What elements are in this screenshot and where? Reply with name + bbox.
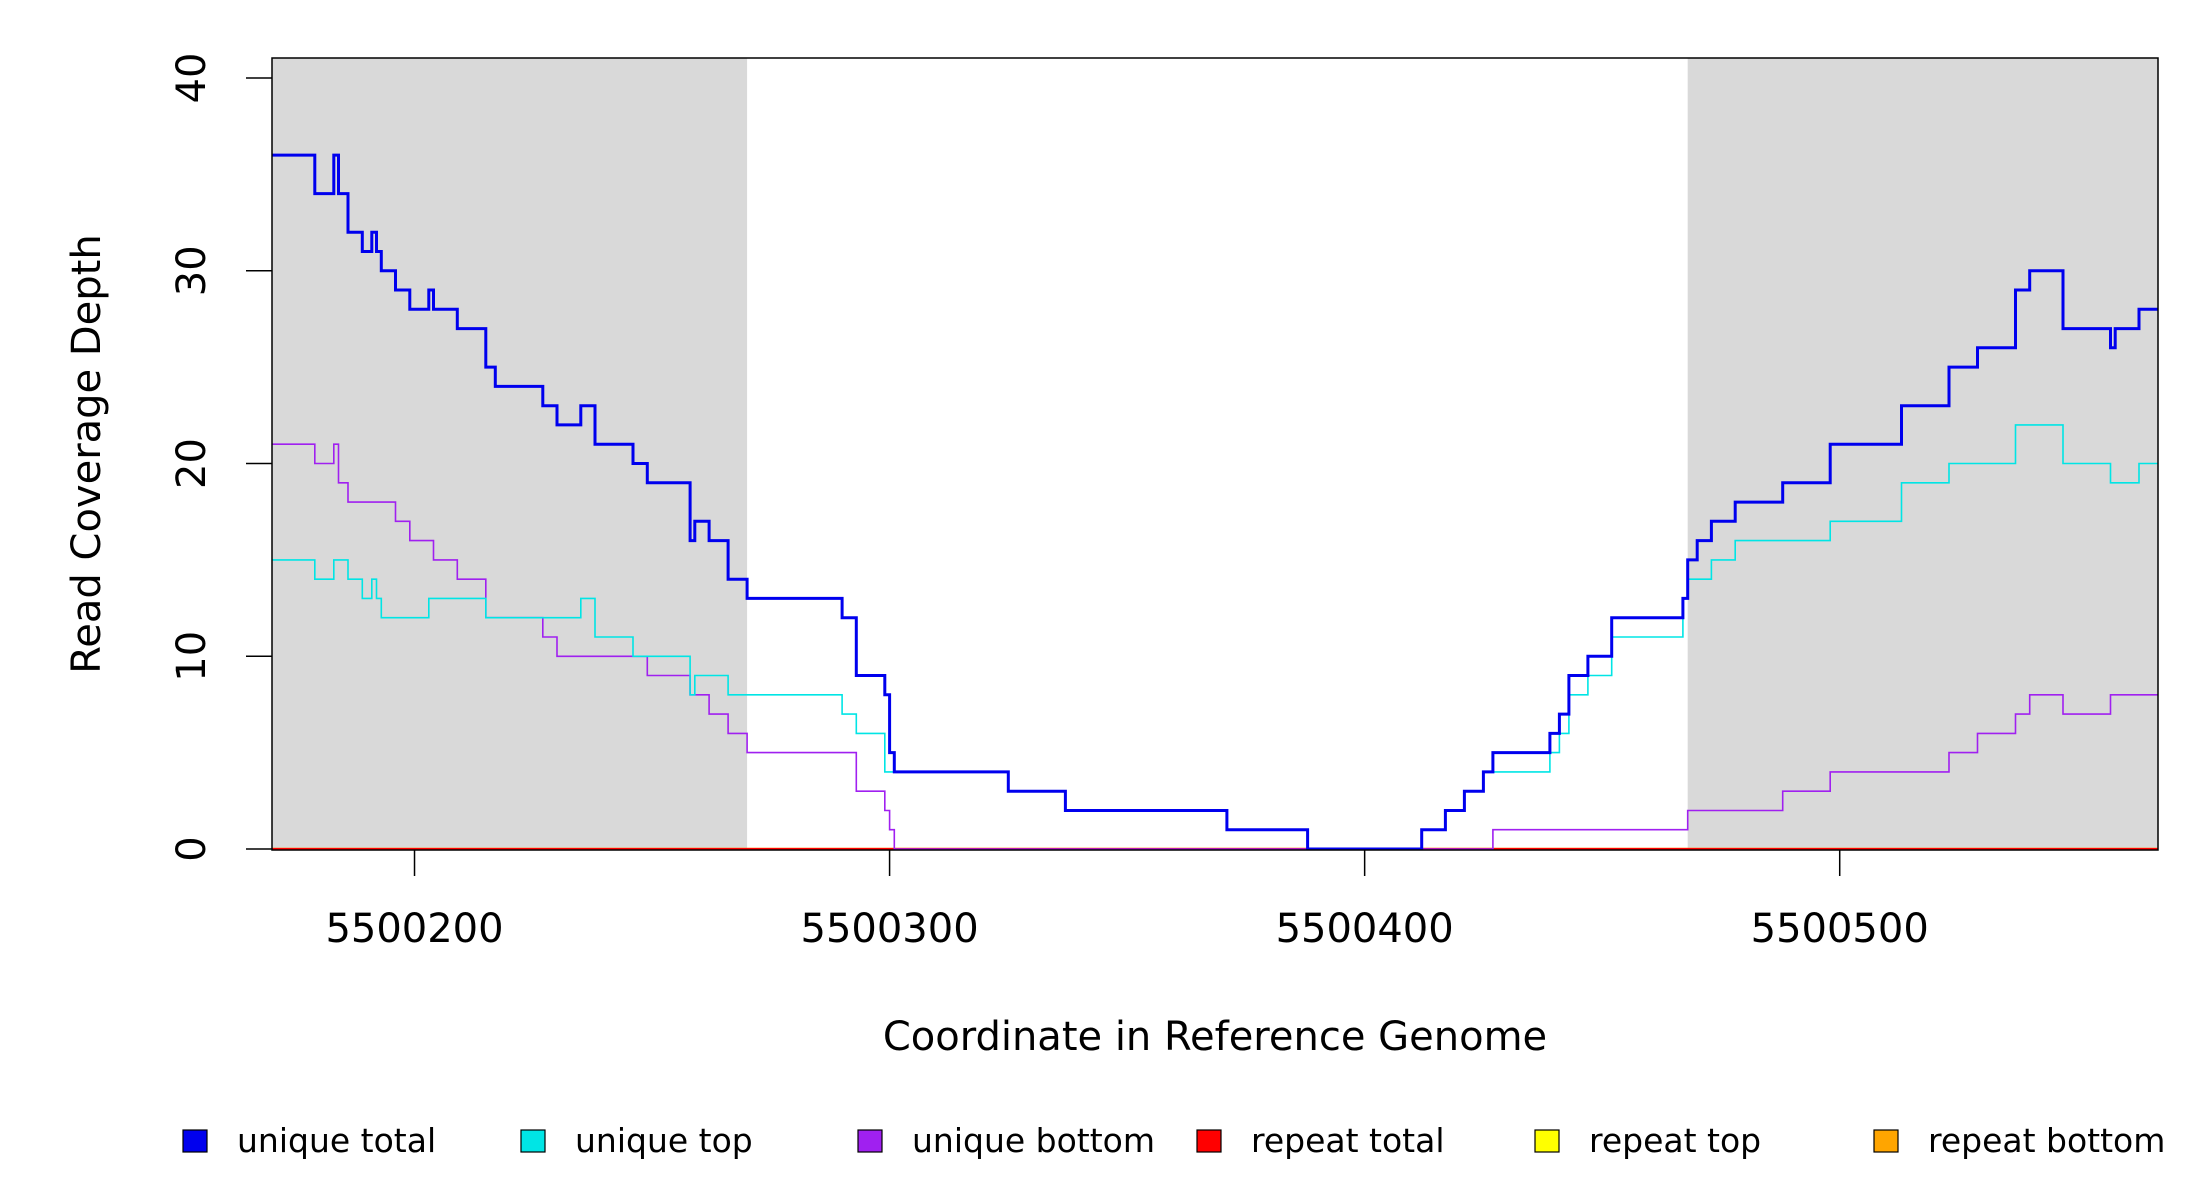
legend-swatch-repeat-top (1534, 1129, 1560, 1153)
legend-swatch-repeat-bottom (1873, 1129, 1899, 1153)
x-axis-title: Coordinate in Reference Genome (883, 1014, 1547, 1060)
x-tick-label-5500300: 5500300 (801, 906, 979, 952)
x-tick-label-5500400: 5500400 (1276, 906, 1454, 952)
x-tick-label-5500200: 5500200 (325, 906, 503, 952)
y-tick-label-40: 40 (169, 53, 215, 104)
shaded-region-0 (272, 58, 748, 850)
legend-label-unique-total: unique total (237, 1121, 436, 1160)
shaded-region-1 (1687, 58, 2158, 850)
plot-frame (271, 57, 2159, 851)
series-line-unique-total (272, 153, 2158, 851)
legend-label-unique-bottom: unique bottom (912, 1121, 1155, 1160)
legend-swatch-repeat-total (1196, 1129, 1222, 1153)
legend-label-unique-top: unique top (575, 1121, 753, 1160)
y-tick-label-20: 20 (169, 438, 215, 489)
legend-swatch-unique-total (182, 1129, 208, 1153)
legend-swatch-unique-bottom (857, 1129, 883, 1153)
legend-label-repeat-bottom: repeat bottom (1928, 1121, 2165, 1160)
y-tick-label-30: 30 (169, 245, 215, 296)
y-tick-label-10: 10 (169, 631, 215, 682)
x-tick-label-5500500: 5500500 (1751, 906, 1929, 952)
legend-label-repeat-top: repeat top (1589, 1121, 1761, 1160)
legend-label-repeat-total: repeat total (1251, 1121, 1445, 1160)
legend-swatch-unique-top (520, 1129, 546, 1153)
y-axis-title: Read Coverage Depth (64, 234, 110, 673)
series-line-unique-bottom (272, 443, 2158, 850)
y-tick-label-0: 0 (169, 836, 215, 861)
